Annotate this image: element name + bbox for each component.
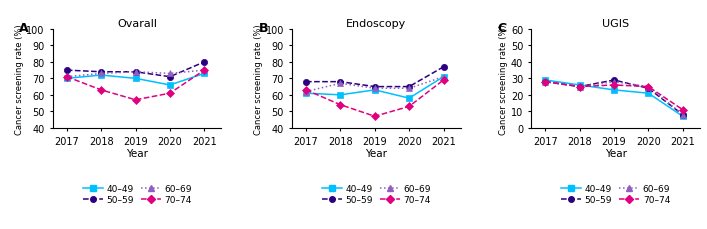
- Legend: 40–49, 50–59, 60–69, 70–74: 40–49, 50–59, 60–69, 70–74: [561, 184, 670, 204]
- Title: Endoscopy: Endoscopy: [346, 19, 407, 29]
- Legend: 40–49, 50–59, 60–69, 70–74: 40–49, 50–59, 60–69, 70–74: [322, 184, 431, 204]
- Title: UGIS: UGIS: [602, 19, 629, 29]
- Y-axis label: Cancer screening rate (%): Cancer screening rate (%): [15, 24, 23, 134]
- Title: Ovarall: Ovarall: [117, 19, 157, 29]
- Y-axis label: Cancer screening rate (%): Cancer screening rate (%): [499, 24, 508, 134]
- Y-axis label: Cancer screening rate (%): Cancer screening rate (%): [254, 24, 263, 134]
- Text: B: B: [259, 22, 268, 35]
- Legend: 40–49, 50–59, 60–69, 70–74: 40–49, 50–59, 60–69, 70–74: [83, 184, 192, 204]
- X-axis label: Year: Year: [127, 148, 148, 158]
- X-axis label: Year: Year: [604, 148, 626, 158]
- Text: A: A: [19, 22, 29, 35]
- Text: C: C: [498, 22, 507, 35]
- X-axis label: Year: Year: [366, 148, 387, 158]
